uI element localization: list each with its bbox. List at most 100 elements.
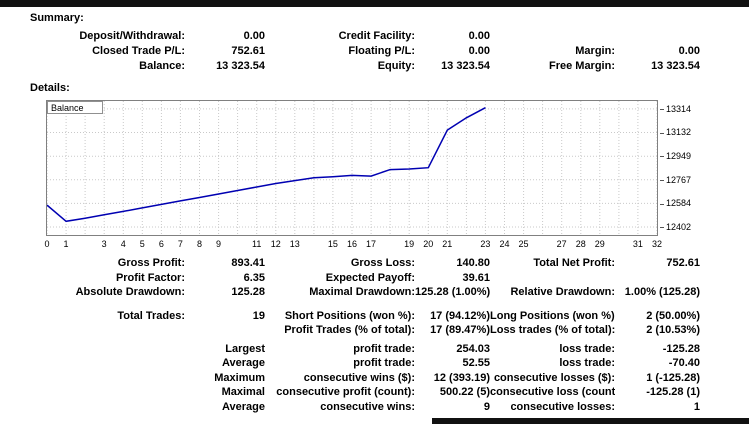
stat-value: 13 323.54 bbox=[651, 60, 700, 72]
stat-label: Deposit/Withdrawal: bbox=[79, 30, 185, 42]
report-content: Summary: Deposit/Withdrawal: 0.00 Credit F… bbox=[30, 12, 736, 414]
stat-value: 0.00 bbox=[468, 30, 490, 42]
stat-label: Total Trades: bbox=[117, 309, 185, 322]
stat-label: Absolute Drawdown: bbox=[75, 286, 185, 298]
x-axis-tick-label: 19 bbox=[404, 239, 415, 249]
stat-value: 500.22 (5) bbox=[439, 386, 490, 398]
stat-label: profit trade: bbox=[353, 342, 415, 355]
stat-value: 13 323.54 bbox=[216, 60, 265, 72]
x-axis-tick-label: 29 bbox=[594, 239, 605, 249]
stat-label: consecutive losses: bbox=[510, 400, 615, 413]
stat-value: 9 bbox=[483, 400, 490, 413]
stat-value: 752.61 bbox=[666, 257, 700, 269]
x-axis-tick-label: 3 bbox=[101, 239, 107, 249]
stat-value: 2 (50.00%) bbox=[646, 309, 700, 322]
stat-value: 19 bbox=[252, 309, 265, 322]
x-axis-tick-label: 16 bbox=[346, 239, 358, 249]
stat-value: 254.03 bbox=[456, 342, 490, 355]
x-axis-tick-label: 9 bbox=[216, 239, 222, 249]
stat-label: consecutive loss (count): bbox=[490, 386, 615, 398]
x-axis-tick-label: 24 bbox=[499, 239, 510, 249]
stat-label bbox=[30, 385, 185, 400]
summary-heading: Summary: bbox=[30, 12, 84, 24]
stat-label: Short Positions (won %): bbox=[284, 309, 415, 322]
x-axis-tick-label: 6 bbox=[158, 239, 164, 249]
x-axis-tick-label: 7 bbox=[177, 239, 183, 249]
stat-value bbox=[615, 29, 700, 44]
chart-plot-area: Balance bbox=[46, 100, 658, 236]
stat-value: 17 (94.12%) bbox=[430, 309, 490, 322]
window-bottom-edge bbox=[432, 418, 749, 424]
stat-value: Maximal bbox=[221, 386, 265, 398]
stat-label bbox=[30, 371, 185, 386]
stat-value: Maximum bbox=[214, 371, 265, 384]
stat-label: consecutive profit (count): bbox=[276, 386, 415, 398]
chart-x-axis: 0 1 3 4 5 6 7 8 9 11 12 13 15 16 17 19 20 21 23 24 25 27 28 29 3… bbox=[44, 239, 662, 251]
stat-value: 1 bbox=[693, 400, 700, 413]
stat-label: Credit Facility: bbox=[338, 30, 415, 42]
x-axis-tick-label: 11 bbox=[252, 239, 262, 249]
stat-value: -125.28 bbox=[662, 342, 700, 355]
x-axis-tick-label: 31 bbox=[632, 239, 643, 249]
stat-label: Profit Trades (% of total): bbox=[284, 324, 415, 336]
stat-value bbox=[615, 271, 700, 286]
y-axis-tick-label: 13314 bbox=[660, 104, 691, 114]
y-axis-tick-label: 12767 bbox=[660, 175, 691, 185]
stat-label bbox=[490, 29, 615, 44]
y-axis-tick-label: 13132 bbox=[660, 127, 691, 137]
stat-value: 1.00% (125.28) bbox=[624, 286, 700, 298]
stat-label bbox=[30, 323, 185, 338]
stat-label: loss trade: bbox=[559, 342, 615, 355]
stat-label: Equity: bbox=[377, 60, 415, 72]
stat-label: consecutive losses ($): bbox=[493, 371, 615, 384]
stat-value: Average bbox=[221, 400, 265, 413]
stat-value: Average bbox=[221, 357, 265, 369]
x-axis-tick-label: 15 bbox=[327, 239, 338, 249]
stat-value: -125.28 (1) bbox=[646, 386, 700, 398]
x-axis-tick-label: 25 bbox=[518, 239, 529, 249]
stat-label: Relative Drawdown: bbox=[510, 286, 615, 298]
x-axis-tick-label: 13 bbox=[289, 239, 300, 249]
y-axis-tick-label: 12949 bbox=[660, 151, 691, 161]
balance-line-series bbox=[47, 101, 657, 235]
stat-label bbox=[490, 271, 615, 286]
x-axis-tick-label: 4 bbox=[120, 239, 126, 249]
stat-value: 0.00 bbox=[243, 30, 265, 42]
window-top-edge bbox=[0, 0, 749, 7]
stat-value: 52.55 bbox=[462, 357, 490, 369]
chart-legend: Balance bbox=[47, 101, 103, 114]
stat-label bbox=[30, 356, 185, 371]
stat-value: 0.00 bbox=[468, 45, 490, 57]
x-axis-tick-label: 28 bbox=[575, 239, 586, 249]
stat-label: Gross Profit: bbox=[117, 257, 185, 269]
stat-value: 2 (10.53%) bbox=[646, 324, 700, 336]
stat-value bbox=[185, 323, 265, 338]
details-heading: Details: bbox=[30, 82, 70, 94]
x-axis-tick-label: 17 bbox=[366, 239, 377, 249]
chart-y-axis: 12402 12584 12767 12949 13132 13314 bbox=[660, 101, 720, 237]
x-axis-tick-label: 23 bbox=[480, 239, 491, 249]
x-axis-tick-label: 0 bbox=[44, 239, 50, 249]
stat-label: Expected Payoff: bbox=[325, 271, 415, 284]
stat-value: 140.80 bbox=[456, 257, 490, 269]
stat-value: -70.40 bbox=[668, 357, 700, 369]
x-axis-tick-label: 20 bbox=[423, 239, 434, 249]
stat-label bbox=[30, 400, 185, 415]
summary-table: Deposit/Withdrawal: 0.00 Credit Facility: 0… bbox=[30, 29, 736, 74]
stat-label: loss trade: bbox=[559, 357, 615, 369]
x-axis-tick-label: 21 bbox=[442, 239, 453, 249]
stat-label: Closed Trade P/L: bbox=[92, 45, 185, 57]
x-axis-tick-label: 32 bbox=[651, 239, 663, 249]
stat-label: Balance: bbox=[139, 60, 185, 72]
stat-value: Largest bbox=[225, 342, 265, 355]
stat-value: 752.61 bbox=[231, 45, 265, 57]
stat-label: Margin: bbox=[575, 45, 615, 57]
statistics-table: Gross Profit: 893.41 Gross Loss: 140.80 Tota… bbox=[30, 256, 736, 414]
stat-label: Loss trades (% of total): bbox=[490, 324, 615, 336]
stat-label: Floating P/L: bbox=[348, 45, 415, 57]
stat-label: Maximal Drawdown: bbox=[309, 286, 415, 298]
stat-label bbox=[30, 342, 185, 357]
x-axis-tick-label: 8 bbox=[196, 239, 203, 249]
x-axis-tick-label: 27 bbox=[556, 239, 567, 249]
stat-label: Gross Loss: bbox=[350, 257, 415, 269]
